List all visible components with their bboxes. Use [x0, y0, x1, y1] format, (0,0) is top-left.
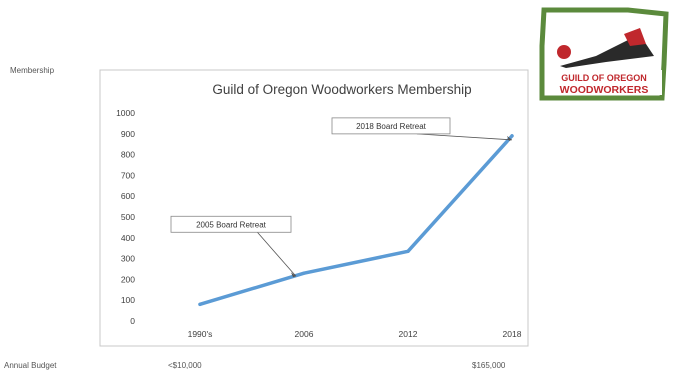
membership-side-label: Membership	[10, 66, 55, 75]
y-tick-label: 600	[121, 191, 135, 201]
y-tick-label: 100	[121, 295, 135, 305]
x-tick-label: 2006	[295, 329, 314, 339]
callout-text: 2018 Board Retreat	[356, 122, 427, 131]
y-tick-label: 400	[121, 233, 135, 243]
logo-text-panel	[546, 70, 662, 95]
data-point	[198, 302, 202, 306]
callout-box	[331, 117, 451, 135]
y-tick-label: 300	[121, 254, 135, 264]
y-tick-label: 200	[121, 274, 135, 284]
y-axis: 0 100 200 300 400 500 600 700 800 900 1000	[116, 108, 135, 326]
callout-leader-line	[257, 232, 297, 277]
y-tick-label: 1000	[116, 108, 135, 118]
x-axis: 1990's 2006 2012 2018	[188, 329, 522, 339]
hand-plane-icon	[560, 40, 654, 68]
callout-arrowhead	[507, 135, 512, 141]
plane-tote-icon	[624, 28, 646, 46]
series-line	[198, 134, 514, 307]
callout-text: 2005 Board Retreat	[196, 220, 267, 229]
series-layer	[198, 134, 514, 307]
x-tick-label: 2012	[399, 329, 418, 339]
callout-box	[170, 215, 292, 233]
annual-budget-label: Annual Budget	[4, 361, 57, 370]
budget-start-value: <$10,000	[168, 361, 202, 370]
y-tick-label: 700	[121, 170, 135, 180]
guild-logo: GUILD OF OREGON WOODWORKERS	[539, 7, 669, 101]
callout-leader-line	[416, 133, 513, 141]
y-tick-label: 900	[121, 129, 135, 139]
data-point	[510, 134, 514, 138]
chart-title: Guild of Oregon Woodworkers Membership	[212, 82, 471, 97]
x-tick-label: 1990's	[188, 329, 213, 339]
y-tick-label: 0	[130, 316, 135, 326]
callout-arrowhead	[291, 272, 296, 278]
y-tick-label: 500	[121, 212, 135, 222]
budget-end-value: $165,000	[472, 361, 506, 370]
data-point	[406, 249, 410, 253]
y-tick-label: 800	[121, 150, 135, 160]
callout: 2005 Board Retreat	[170, 215, 297, 278]
logo-text-line2: WOODWORKERS	[560, 84, 649, 96]
logo-text-line1: GUILD OF OREGON	[561, 73, 647, 83]
plane-knob-icon	[557, 45, 571, 59]
callout: 2018 Board Retreat	[331, 117, 513, 141]
data-point	[302, 271, 306, 275]
x-tick-label: 2018	[503, 329, 522, 339]
annotations-layer: 2005 Board Retreat 2018 Board Retreat	[170, 117, 513, 278]
chart-frame	[99, 69, 529, 347]
